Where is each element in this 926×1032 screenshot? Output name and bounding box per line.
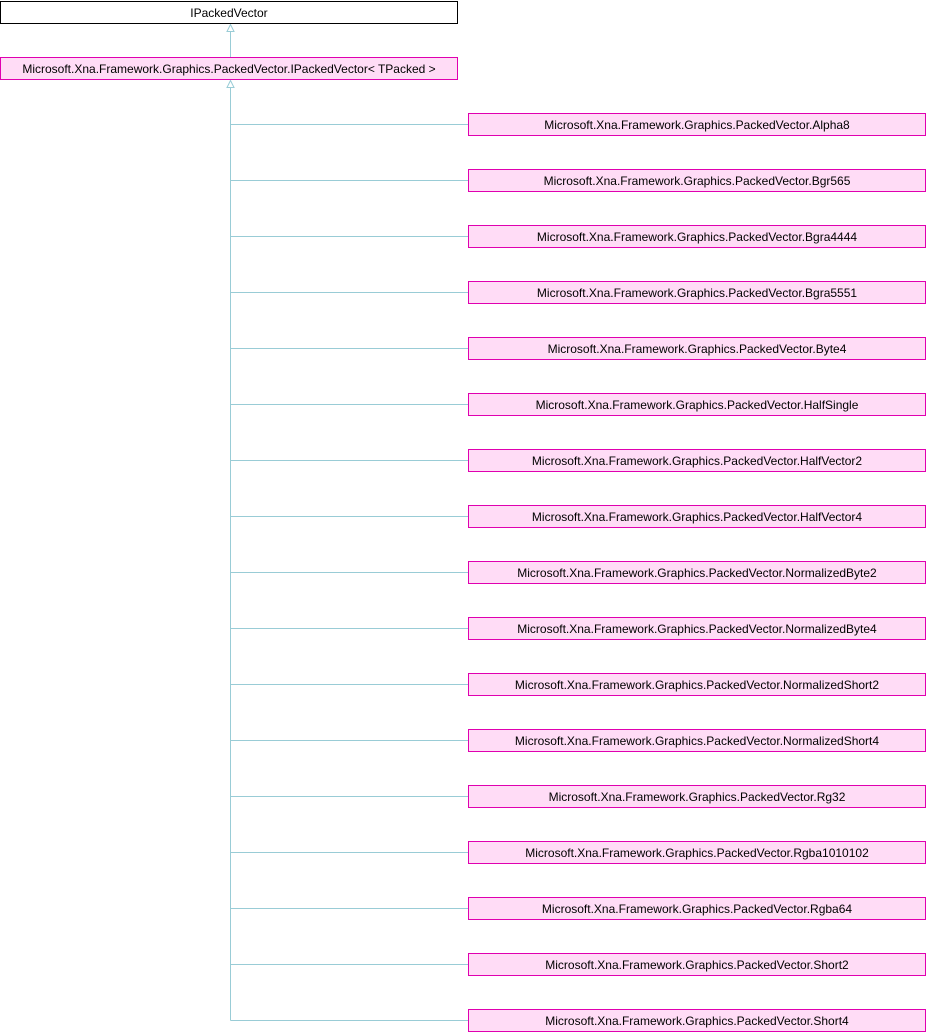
derived-class-box[interactable]: Microsoft.Xna.Framework.Graphics.PackedV… xyxy=(468,505,926,528)
root-class-box[interactable]: IPackedVector xyxy=(0,1,458,24)
derived-class-box[interactable]: Microsoft.Xna.Framework.Graphics.PackedV… xyxy=(468,1009,926,1032)
derived-class-box[interactable]: Microsoft.Xna.Framework.Graphics.PackedV… xyxy=(468,561,926,584)
derived-class-box[interactable]: Microsoft.Xna.Framework.Graphics.PackedV… xyxy=(468,953,926,976)
derived-class-box[interactable]: Microsoft.Xna.Framework.Graphics.PackedV… xyxy=(468,841,926,864)
derived-class-box[interactable]: Microsoft.Xna.Framework.Graphics.PackedV… xyxy=(468,337,926,360)
derived-class-box[interactable]: Microsoft.Xna.Framework.Graphics.PackedV… xyxy=(468,225,926,248)
derived-class-box[interactable]: Microsoft.Xna.Framework.Graphics.PackedV… xyxy=(468,785,926,808)
generic-interface-box[interactable]: Microsoft.Xna.Framework.Graphics.PackedV… xyxy=(0,57,458,80)
derived-class-box[interactable]: Microsoft.Xna.Framework.Graphics.PackedV… xyxy=(468,729,926,752)
derived-class-box[interactable]: Microsoft.Xna.Framework.Graphics.PackedV… xyxy=(468,393,926,416)
derived-class-box[interactable]: Microsoft.Xna.Framework.Graphics.PackedV… xyxy=(468,169,926,192)
arrowhead-generic xyxy=(226,79,235,88)
derived-class-box[interactable]: Microsoft.Xna.Framework.Graphics.PackedV… xyxy=(468,449,926,472)
arrowhead-root xyxy=(226,23,235,32)
derived-class-box[interactable]: Microsoft.Xna.Framework.Graphics.PackedV… xyxy=(468,281,926,304)
derived-class-box[interactable]: Microsoft.Xna.Framework.Graphics.PackedV… xyxy=(468,897,926,920)
derived-class-box[interactable]: Microsoft.Xna.Framework.Graphics.PackedV… xyxy=(468,617,926,640)
derived-class-box[interactable]: Microsoft.Xna.Framework.Graphics.PackedV… xyxy=(468,673,926,696)
derived-class-box[interactable]: Microsoft.Xna.Framework.Graphics.PackedV… xyxy=(468,113,926,136)
